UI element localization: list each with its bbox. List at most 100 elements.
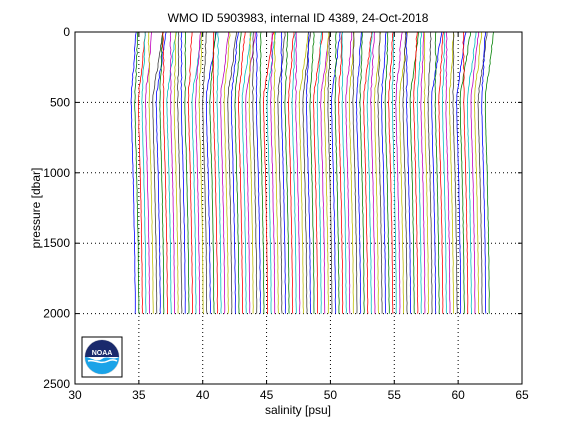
profile-line [420,31,426,314]
profile-line [137,32,146,314]
profile-line [187,31,193,314]
profile-line [202,31,208,314]
profile-line [266,31,277,314]
profile-line [416,31,422,314]
profile-line [452,31,458,314]
profile-line [381,31,387,314]
profile-line [273,31,279,314]
profile-line [355,31,362,314]
profile-line [169,31,176,314]
x-tick-label: 45 [260,388,274,402]
x-tick-label: 30 [68,388,82,402]
profile-line [277,31,286,314]
noaa-logo: NOAA [81,336,123,378]
y-tick-label: 2000 [43,307,70,321]
y-tick-label: 500 [50,95,70,109]
profile-line [402,31,408,314]
profile-line [238,31,246,314]
profile-line [302,31,311,314]
profile-line [209,31,216,314]
x-tick-label: 60 [451,388,465,402]
profile-line [144,31,152,314]
profile-line [313,32,323,314]
plot-frame [74,31,523,385]
profile-line [223,31,231,314]
profile-line [245,31,256,314]
profile-line [323,31,330,314]
profile-line [438,31,444,314]
x-tick-label: 35 [132,388,146,402]
profile-line [230,31,239,314]
profile-line [473,31,483,314]
profile-line [338,31,344,314]
profile-line [352,31,358,314]
profile-line [405,31,412,314]
profile-line [456,31,467,314]
noaa-logo-text: NOAA [92,350,113,357]
profile-line [320,31,331,314]
profile-line [384,31,390,314]
profile-line [448,32,454,314]
profile-line [309,31,315,314]
profile-line [441,31,447,314]
profile-line [366,31,373,314]
profile-line [330,31,341,314]
profile-line [184,31,190,314]
profile-line [462,31,469,314]
profile-line [334,31,340,314]
chart-title: WMO ID 5903983, internal ID 4389, 24-Oct… [168,11,429,25]
profile-line [147,31,154,314]
x-tick-label: 40 [196,388,210,402]
profile-line [262,31,275,314]
profile-line [370,31,376,314]
profile-line [413,31,419,314]
profile-line [248,31,254,314]
profile-line [341,31,347,314]
profile-line [180,31,186,314]
profile-line [176,31,183,314]
profile-line [484,31,494,314]
profile-line [398,31,409,314]
profile-line [205,31,217,314]
profile-line [220,32,229,314]
y-tick-label: 0 [63,25,70,39]
profile-line [195,31,202,314]
profile-line [259,31,265,314]
profile-lines [130,31,494,314]
y-tick-label: 1000 [43,166,70,180]
x-tick-label: 65 [515,388,529,402]
y-tick-label: 1500 [43,236,70,250]
profile-line [191,31,203,314]
profile-line [270,32,276,314]
profile-line [280,31,286,314]
profile-line [288,31,295,314]
profile-line [159,31,165,314]
y-tick-label: 2500 [43,377,70,391]
profile-line [423,31,430,314]
x-tick-label: 50 [324,388,338,402]
profile-line [445,31,451,314]
profile-line [305,31,311,314]
profile-line [427,31,433,314]
profile-line [241,31,252,314]
profile-line [298,31,309,314]
profile-line [216,31,222,314]
profile-line [173,31,179,314]
profile-line [409,31,419,314]
profile-line [130,31,137,314]
profile-line [284,31,290,314]
profile-line [466,31,477,314]
profile-line [377,32,383,314]
profile-line [345,32,353,314]
profile-line [198,31,204,314]
profile-line [363,31,373,314]
profile-line [255,31,261,314]
profile-line [477,32,488,314]
profile-line [391,31,397,314]
profile-line [166,31,177,314]
profile-line [252,31,258,314]
profile-line [395,31,403,314]
profile-line [155,31,167,314]
profile-line [316,31,323,314]
